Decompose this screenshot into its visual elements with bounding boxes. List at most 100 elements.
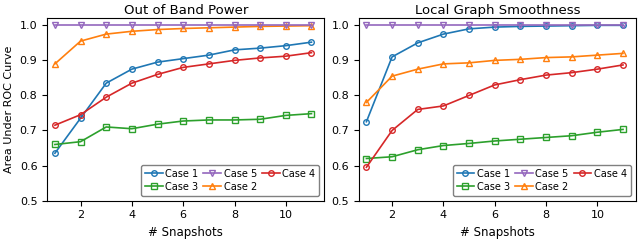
Case 3 (593, 131, 601, 134)
Case 3 (230, 119, 238, 122)
Case 3 (51, 143, 59, 146)
Case 1 (568, 24, 575, 27)
Case 4 (256, 56, 264, 59)
Title: Out of Band Power: Out of Band Power (124, 4, 248, 17)
Case 2 (77, 40, 84, 43)
Case 1 (465, 27, 473, 30)
Case 3 (256, 118, 264, 121)
Case 4 (593, 68, 601, 71)
Case 5 (154, 24, 161, 27)
Case 2 (256, 25, 264, 28)
Case 1 (516, 25, 524, 28)
Line: Case 3: Case 3 (52, 111, 314, 147)
Case 5 (568, 24, 575, 27)
X-axis label: # Snapshots: # Snapshots (148, 226, 223, 239)
X-axis label: # Snapshots: # Snapshots (460, 226, 534, 239)
Case 2 (154, 28, 161, 31)
Case 4 (619, 63, 627, 66)
Case 3 (440, 144, 447, 147)
Case 3 (179, 120, 187, 122)
Case 2 (205, 26, 212, 29)
Case 3 (128, 127, 136, 130)
Case 4 (230, 59, 238, 62)
Case 4 (51, 124, 59, 127)
Case 3 (491, 139, 499, 142)
Case 5 (256, 24, 264, 27)
Y-axis label: Area Under ROC Curve: Area Under ROC Curve (4, 46, 14, 173)
Case 2 (128, 30, 136, 33)
Case 1 (308, 41, 316, 44)
Case 1 (230, 48, 238, 51)
Case 5 (205, 24, 212, 27)
Case 4 (102, 96, 110, 99)
Case 3 (414, 148, 422, 151)
Case 5 (230, 24, 238, 27)
Case 3 (308, 112, 316, 115)
Case 5 (388, 24, 396, 27)
Case 4 (568, 71, 575, 74)
Case 3 (388, 155, 396, 158)
Case 3 (542, 136, 550, 139)
Line: Case 1: Case 1 (364, 23, 626, 124)
Case 5 (414, 24, 422, 27)
Case 3 (102, 125, 110, 128)
Case 1 (102, 82, 110, 85)
Case 4 (128, 82, 136, 85)
Case 1 (593, 24, 601, 27)
Case 1 (154, 61, 161, 64)
Case 3 (516, 138, 524, 141)
Case 2 (568, 55, 575, 58)
Case 1 (256, 47, 264, 50)
Case 4 (282, 55, 290, 58)
Case 5 (491, 24, 499, 27)
Case 5 (77, 24, 84, 27)
Case 3 (619, 128, 627, 131)
Case 5 (179, 24, 187, 27)
Case 4 (154, 73, 161, 76)
Case 2 (414, 68, 422, 71)
Line: Case 4: Case 4 (364, 62, 626, 170)
Case 5 (363, 24, 371, 27)
Case 4 (363, 166, 371, 169)
Case 4 (179, 66, 187, 69)
Case 5 (102, 24, 110, 27)
Case 3 (465, 142, 473, 145)
Case 1 (128, 68, 136, 71)
Case 1 (179, 57, 187, 60)
Case 5 (440, 24, 447, 27)
Case 4 (414, 108, 422, 111)
Case 1 (491, 26, 499, 28)
Case 2 (440, 62, 447, 65)
Case 2 (102, 33, 110, 35)
Case 2 (491, 59, 499, 62)
Case 4 (77, 113, 84, 116)
Legend: Case 1, Case 3, Case 5, Case 2, Case 4: Case 1, Case 3, Case 5, Case 2, Case 4 (141, 165, 319, 196)
Case 5 (593, 24, 601, 27)
Case 1 (388, 55, 396, 58)
Title: Local Graph Smoothness: Local Graph Smoothness (415, 4, 580, 17)
Case 2 (51, 62, 59, 65)
Legend: Case 1, Case 3, Case 5, Case 2, Case 4: Case 1, Case 3, Case 5, Case 2, Case 4 (452, 165, 631, 196)
Line: Case 3: Case 3 (364, 127, 626, 161)
Case 1 (77, 117, 84, 120)
Case 3 (77, 140, 84, 143)
Case 3 (154, 123, 161, 126)
Case 1 (542, 25, 550, 27)
Case 4 (542, 74, 550, 77)
Case 4 (491, 83, 499, 86)
Case 5 (308, 24, 316, 27)
Case 3 (282, 114, 290, 117)
Case 5 (128, 24, 136, 27)
Case 4 (388, 129, 396, 132)
Case 4 (205, 62, 212, 65)
Case 1 (414, 41, 422, 44)
Case 2 (179, 27, 187, 30)
Case 5 (465, 24, 473, 27)
Line: Case 4: Case 4 (52, 50, 314, 128)
Case 1 (205, 54, 212, 57)
Case 4 (465, 94, 473, 97)
Case 2 (308, 24, 316, 27)
Line: Case 5: Case 5 (52, 23, 314, 28)
Case 2 (363, 101, 371, 104)
Case 4 (516, 78, 524, 81)
